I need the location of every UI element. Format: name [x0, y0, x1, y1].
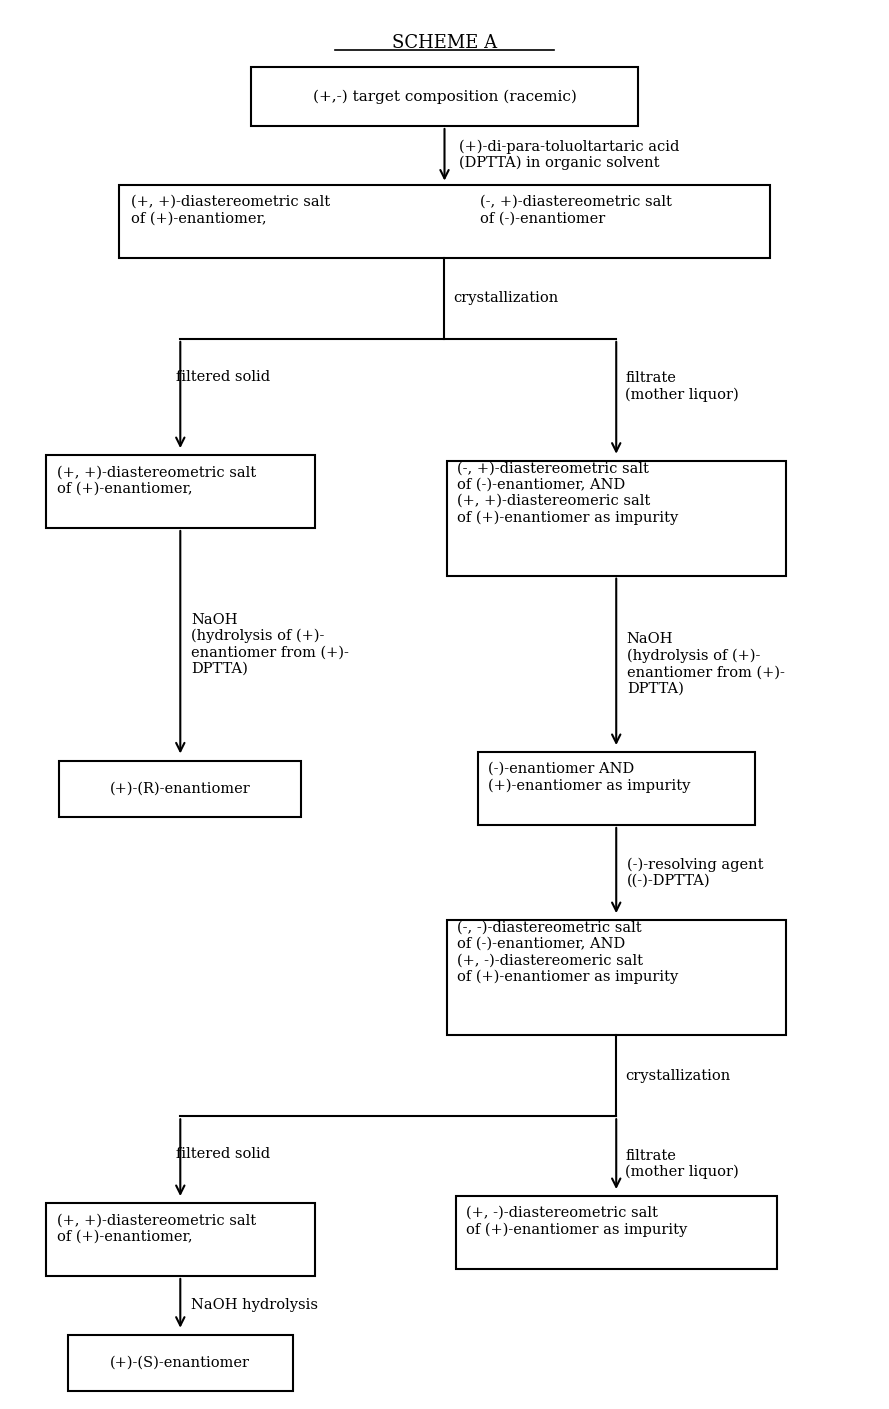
- FancyBboxPatch shape: [46, 455, 315, 528]
- FancyBboxPatch shape: [446, 461, 786, 576]
- Text: filtrate
(mother liquor): filtrate (mother liquor): [625, 371, 739, 402]
- FancyBboxPatch shape: [477, 752, 755, 824]
- Text: (+)-(R)-enantiomer: (+)-(R)-enantiomer: [110, 782, 251, 796]
- Text: crystallization: crystallization: [625, 1068, 730, 1082]
- Text: NaOH
(hydrolysis of (+)-
enantiomer from (+)-
DPTTA): NaOH (hydrolysis of (+)- enantiomer from…: [627, 633, 785, 696]
- Text: (-)-resolving agent
((-)-DPTTA): (-)-resolving agent ((-)-DPTTA): [627, 857, 764, 888]
- FancyBboxPatch shape: [118, 185, 771, 258]
- Text: NaOH hydrolysis: NaOH hydrolysis: [191, 1298, 318, 1312]
- Text: (+,-) target composition (racemic): (+,-) target composition (racemic): [313, 89, 576, 104]
- Text: (+)-di-para-toluoltartaric acid
(DPTTA) in organic solvent: (+)-di-para-toluoltartaric acid (DPTTA) …: [460, 139, 680, 170]
- Text: filtered solid: filtered solid: [176, 1147, 270, 1161]
- FancyBboxPatch shape: [446, 920, 786, 1036]
- Text: SCHEME A: SCHEME A: [392, 34, 497, 52]
- FancyBboxPatch shape: [60, 761, 301, 817]
- FancyBboxPatch shape: [455, 1196, 777, 1270]
- Text: filtrate
(mother liquor): filtrate (mother liquor): [625, 1148, 739, 1179]
- Text: (-, +)-diastereometric salt
of (-)-enantiomer, AND
(+, +)-diastereomeric salt
of: (-, +)-diastereometric salt of (-)-enant…: [457, 462, 678, 524]
- Text: NaOH
(hydrolysis of (+)-
enantiomer from (+)-
DPTTA): NaOH (hydrolysis of (+)- enantiomer from…: [191, 613, 348, 676]
- Text: (-, +)-diastereometric salt
of (-)-enantiomer: (-, +)-diastereometric salt of (-)-enant…: [480, 194, 671, 225]
- Text: (+)-(S)-enantiomer: (+)-(S)-enantiomer: [110, 1355, 251, 1370]
- Text: crystallization: crystallization: [453, 292, 558, 306]
- Text: (+, -)-diastereometric salt
of (+)-enantiomer as impurity: (+, -)-diastereometric salt of (+)-enant…: [466, 1206, 687, 1237]
- Text: (+, +)-diastereometric salt
of (+)-enantiomer,: (+, +)-diastereometric salt of (+)-enant…: [57, 465, 256, 496]
- Text: (-)-enantiomer AND
(+)-enantiomer as impurity: (-)-enantiomer AND (+)-enantiomer as imp…: [488, 762, 691, 793]
- Text: (+, +)-diastereometric salt
of (+)-enantiomer,: (+, +)-diastereometric salt of (+)-enant…: [57, 1213, 256, 1244]
- Text: (+, +)-diastereometric salt
of (+)-enantiomer,: (+, +)-diastereometric salt of (+)-enant…: [131, 194, 330, 225]
- FancyBboxPatch shape: [68, 1334, 292, 1391]
- Text: filtered solid: filtered solid: [176, 369, 270, 383]
- FancyBboxPatch shape: [46, 1203, 315, 1277]
- Text: (-, -)-diastereometric salt
of (-)-enantiomer, AND
(+, -)-diastereomeric salt
of: (-, -)-diastereometric salt of (-)-enant…: [457, 921, 678, 983]
- FancyBboxPatch shape: [251, 68, 638, 125]
